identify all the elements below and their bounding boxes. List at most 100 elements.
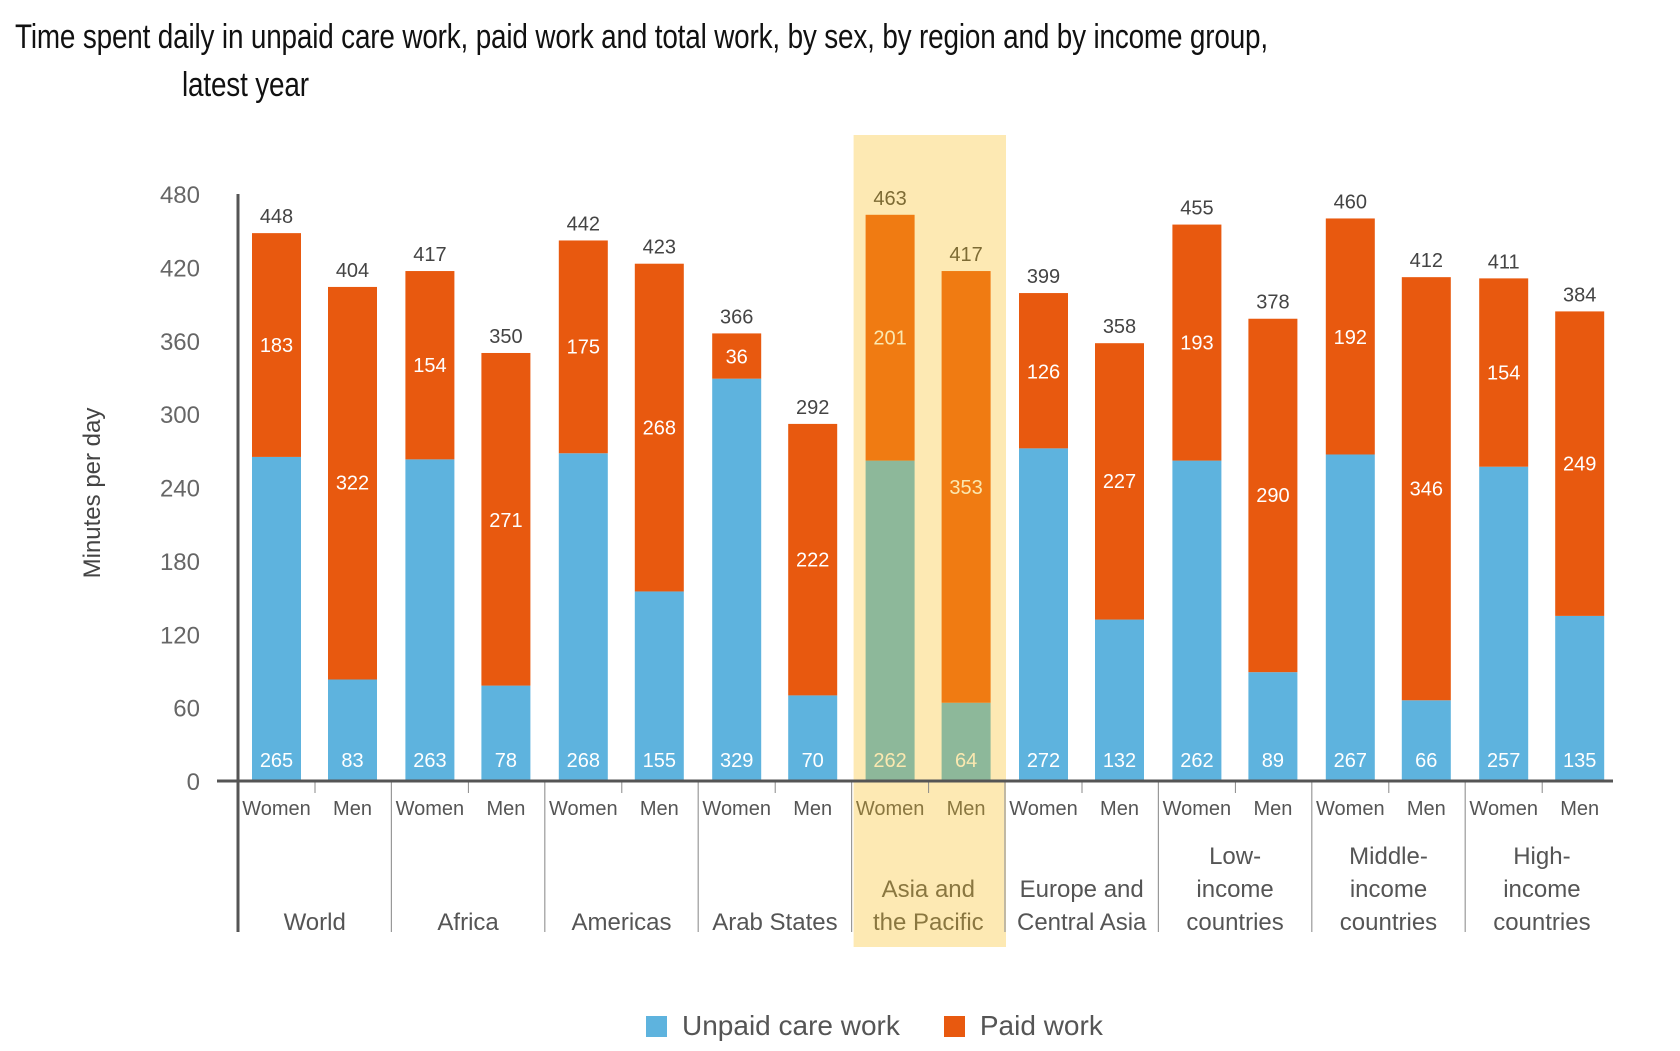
group-label: the Pacific: [873, 909, 984, 936]
unpaid-value-label: 257: [1487, 750, 1520, 772]
unpaid-value-label: 262: [873, 750, 906, 772]
unpaid-value-label: 268: [567, 750, 600, 772]
unpaid-value-label: 70: [802, 750, 824, 772]
total-label: 399: [1027, 266, 1060, 288]
paid-value-label: 193: [1180, 333, 1213, 355]
group-label: Europe and: [1020, 876, 1144, 903]
bar-paid-men: [634, 263, 684, 592]
total-label: 417: [949, 244, 982, 266]
sex-label: Women: [702, 798, 771, 820]
total-label: 384: [1563, 284, 1596, 306]
sex-label: Men: [333, 798, 372, 820]
total-label: 460: [1334, 191, 1367, 213]
total-label: 378: [1256, 292, 1289, 314]
group-label: income: [1350, 876, 1427, 903]
sex-label: Men: [1407, 798, 1446, 820]
group-3: 366 36 329 Women 292 222 70 Men Arab States: [702, 306, 837, 936]
paid-value-label: 271: [489, 510, 522, 532]
chart-title: Time spent daily in unpaid care work, pa…: [15, 18, 1268, 56]
group-label: Middle-: [1349, 843, 1428, 870]
total-label: 463: [873, 188, 906, 210]
y-tick-label: 0: [187, 769, 200, 796]
group-6: 455 193 262 Women 378 290 89 Men Low-income count…: [1163, 198, 1293, 936]
sex-label: Women: [242, 798, 311, 820]
bar-unpaid-men: [1248, 672, 1298, 781]
y-tick-label: 180: [160, 549, 200, 576]
legend-item-paid: Paid work: [943, 1010, 1103, 1042]
group-4: 463 201 262 Women 417 353 64 Men Asia and the Pac…: [856, 188, 986, 936]
total-label: 417: [413, 244, 446, 266]
sex-label: Women: [856, 798, 925, 820]
legend: Unpaid care work Paid work: [646, 1010, 1147, 1042]
paid-value-label: 154: [413, 355, 446, 377]
group-label: Low-: [1209, 843, 1261, 870]
bar-paid-women: [1325, 218, 1375, 455]
paid-value-label: 126: [1027, 361, 1060, 383]
bar-paid-men: [1248, 318, 1298, 673]
y-axis-label: Minutes per day: [79, 408, 106, 579]
unpaid-value-label: 263: [413, 750, 446, 772]
bar-unpaid-women: [405, 459, 455, 781]
group-label: Africa: [437, 909, 499, 936]
bar-unpaid-men: [1555, 615, 1605, 781]
group-0: 448 183 265 Women 404 322 83 Men World: [242, 206, 372, 936]
total-label: 366: [720, 306, 753, 328]
paid-value-label: 183: [260, 335, 293, 357]
unpaid-value-label: 132: [1103, 750, 1136, 772]
total-label: 350: [489, 326, 522, 348]
bar-paid-women: [1019, 293, 1068, 449]
paid-value-label: 192: [1334, 327, 1367, 349]
bar-unpaid-men: [1095, 619, 1144, 781]
group-5: 399 126 272 Women 358 227 132 Men Europe and Cent…: [1009, 266, 1147, 936]
sex-label: Women: [1163, 798, 1232, 820]
y-tick-label: 300: [160, 402, 200, 429]
bar-paid-men: [1095, 343, 1144, 620]
bar-paid-women: [865, 214, 915, 461]
group-7: 460 192 267 Women 412 346 66 Men Middle-income co…: [1316, 191, 1446, 936]
sex-label: Women: [549, 798, 618, 820]
y-tick-label: 420: [160, 255, 200, 282]
sex-label: Men: [1100, 798, 1139, 820]
bar-paid-women: [1479, 278, 1529, 467]
legend-label-paid: Paid work: [979, 1010, 1103, 1041]
sex-label: Women: [1469, 798, 1538, 820]
y-tick-label: 60: [173, 696, 200, 723]
bar-paid-women: [1172, 224, 1222, 461]
bar-unpaid-women: [252, 456, 301, 781]
bar-paid-men: [1555, 311, 1605, 616]
total-label: 292: [796, 397, 829, 419]
bar-unpaid-men: [328, 679, 377, 781]
total-label: 404: [336, 260, 369, 282]
unpaid-value-label: 265: [260, 750, 293, 772]
group-1: 417 154 263 Women 350 271 78 Men Africa: [396, 244, 526, 936]
bar-paid-men: [328, 286, 377, 680]
paid-value-label: 322: [336, 473, 369, 495]
bar-unpaid-women: [712, 378, 762, 781]
bar-unpaid-women: [558, 453, 608, 781]
sex-label: Men: [1253, 798, 1292, 820]
unpaid-value-label: 66: [1415, 750, 1437, 772]
group-label: Americas: [571, 909, 671, 936]
paid-value-label: 290: [1256, 485, 1289, 507]
paid-value-label: 346: [1410, 479, 1443, 501]
legend-swatch-paid: [943, 1015, 965, 1037]
group-2: 442 175 268 Women 423 268 155 Men Americas: [549, 213, 679, 936]
bar-paid-men: [1401, 277, 1451, 701]
bar-paid-men: [481, 352, 531, 686]
paid-value-label: 249: [1563, 454, 1596, 476]
sex-label: Women: [396, 798, 465, 820]
group-8: 411 154 257 Women 384 249 135 Men High-income cou…: [1469, 251, 1599, 936]
bar-unpaid-women: [1172, 460, 1222, 781]
bar-unpaid-women: [1325, 454, 1375, 781]
bar-unpaid-women: [1019, 448, 1068, 781]
paid-value-label: 36: [726, 347, 748, 369]
y-tick-label: 480: [160, 182, 200, 209]
sex-label: Men: [947, 798, 986, 820]
bar-unpaid-men: [1401, 700, 1451, 781]
bar-paid-men: [941, 271, 991, 703]
paid-value-label: 222: [796, 550, 829, 572]
total-label: 411: [1488, 251, 1520, 273]
paid-value-label: 227: [1103, 471, 1136, 493]
unpaid-value-label: 155: [643, 750, 676, 772]
